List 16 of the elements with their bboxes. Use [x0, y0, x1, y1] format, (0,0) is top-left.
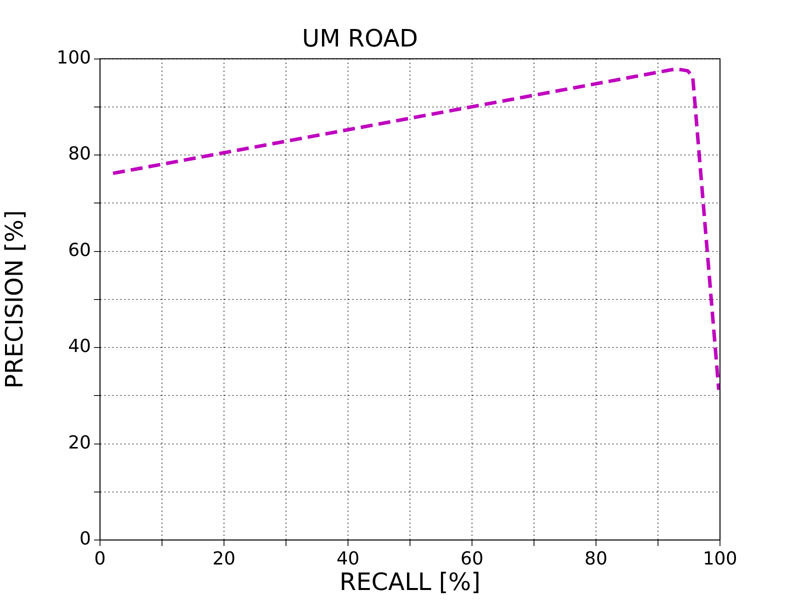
x-axis-title: RECALL [%] [340, 568, 480, 596]
x-tick-label: 80 [584, 548, 608, 570]
line-series [111, 67, 720, 392]
x-tick-label: 0 [94, 548, 106, 570]
y-tick-label: 100 [56, 47, 91, 68]
chart-title: UM ROAD [302, 24, 418, 53]
y-tick-label: 80 [68, 144, 91, 165]
x-tick-label: 20 [212, 548, 236, 570]
y-tick-label: 0 [80, 528, 91, 550]
y-tick-label: 40 [68, 336, 91, 358]
x-tick-label: 40 [336, 548, 360, 570]
x-tick-label: 60 [460, 548, 484, 570]
x-tick-label: 100 [702, 548, 738, 570]
y-tick-label: 20 [68, 432, 91, 454]
y-tick-label: 60 [68, 240, 91, 261]
y-axis-title: PRECISION [%] [0, 210, 29, 389]
